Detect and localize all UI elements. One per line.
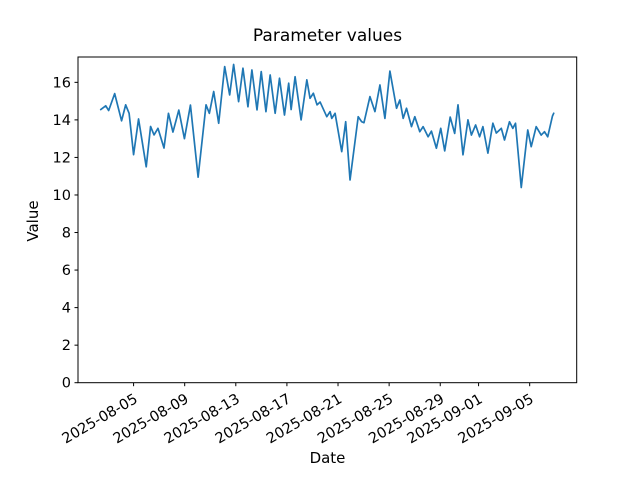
y-tick-label: 4 <box>62 301 71 317</box>
y-tick-label: 8 <box>62 226 71 242</box>
y-tick-label: 10 <box>53 188 71 204</box>
chart-title: Parameter values <box>252 26 403 46</box>
y-tick-label: 2 <box>62 338 71 354</box>
x-axis-label: Date <box>309 449 346 467</box>
plot-border <box>77 56 578 384</box>
y-tick-label: 14 <box>53 113 71 129</box>
data-line <box>99 63 555 189</box>
y-tick-label: 0 <box>62 376 71 392</box>
y-tick-label: 6 <box>62 263 71 279</box>
y-tick-label: 16 <box>53 75 71 91</box>
y-tick-label: 12 <box>53 150 71 166</box>
